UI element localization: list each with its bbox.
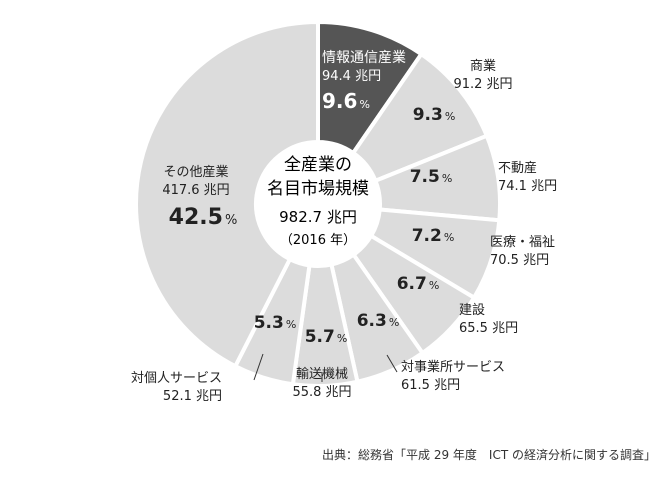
slice-value-3: 70.5 兆円: [490, 253, 549, 268]
slice-percent-5: 6.3%: [357, 311, 400, 331]
slice-percent-6: 5.7%: [305, 327, 348, 347]
slice-name-4: 建設: [459, 302, 485, 318]
slice-value-4: 65.5 兆円: [459, 321, 518, 336]
slice-percent-1: 9.3%: [413, 105, 456, 125]
slice-name-0: 情報通信産業: [322, 50, 406, 66]
leader-line-7: [253, 353, 264, 381]
slice-value-0: 94.4 兆円: [322, 69, 381, 84]
slice-value-7: 52.1 兆円: [163, 389, 222, 404]
slice-percent-4: 6.7%: [397, 274, 440, 294]
leader-line-5: [386, 354, 398, 373]
center-title-line1: 全産業の: [284, 155, 352, 175]
slice-name-2: 不動産: [498, 160, 537, 176]
slice-value-2: 74.1 兆円: [498, 179, 557, 194]
slice-percent-3: 7.2%: [412, 226, 455, 246]
slice-percent-2: 7.5%: [410, 167, 453, 187]
slice-value-6: 55.8 兆円: [292, 385, 351, 400]
center-title-line2: 名目市場規模: [267, 179, 369, 199]
center-total: 982.7 兆円: [279, 208, 357, 226]
slice-8: [134, 19, 320, 369]
slice-value-1: 91.2 兆円: [453, 77, 512, 92]
slice-value-5: 61.5 兆円: [401, 378, 460, 393]
slice-value-8: 417.6 兆円: [162, 183, 229, 198]
source-note: 出典：総務省「平成 29 年度 ICT の経済分析に関する調査」: [322, 448, 656, 462]
slice-name-1: 商業: [470, 58, 496, 74]
slice-name-8: その他産業: [163, 164, 228, 180]
slice-percent-7: 5.3%: [254, 313, 297, 333]
slice-name-3: 医療・福祉: [490, 235, 555, 250]
slice-name-5: 対事業所サービス: [401, 359, 505, 375]
slice-name-7: 対個人サービス: [131, 371, 222, 386]
center-year: （2016 年）: [280, 233, 356, 248]
slice-name-6: 輸送機械: [296, 367, 348, 382]
